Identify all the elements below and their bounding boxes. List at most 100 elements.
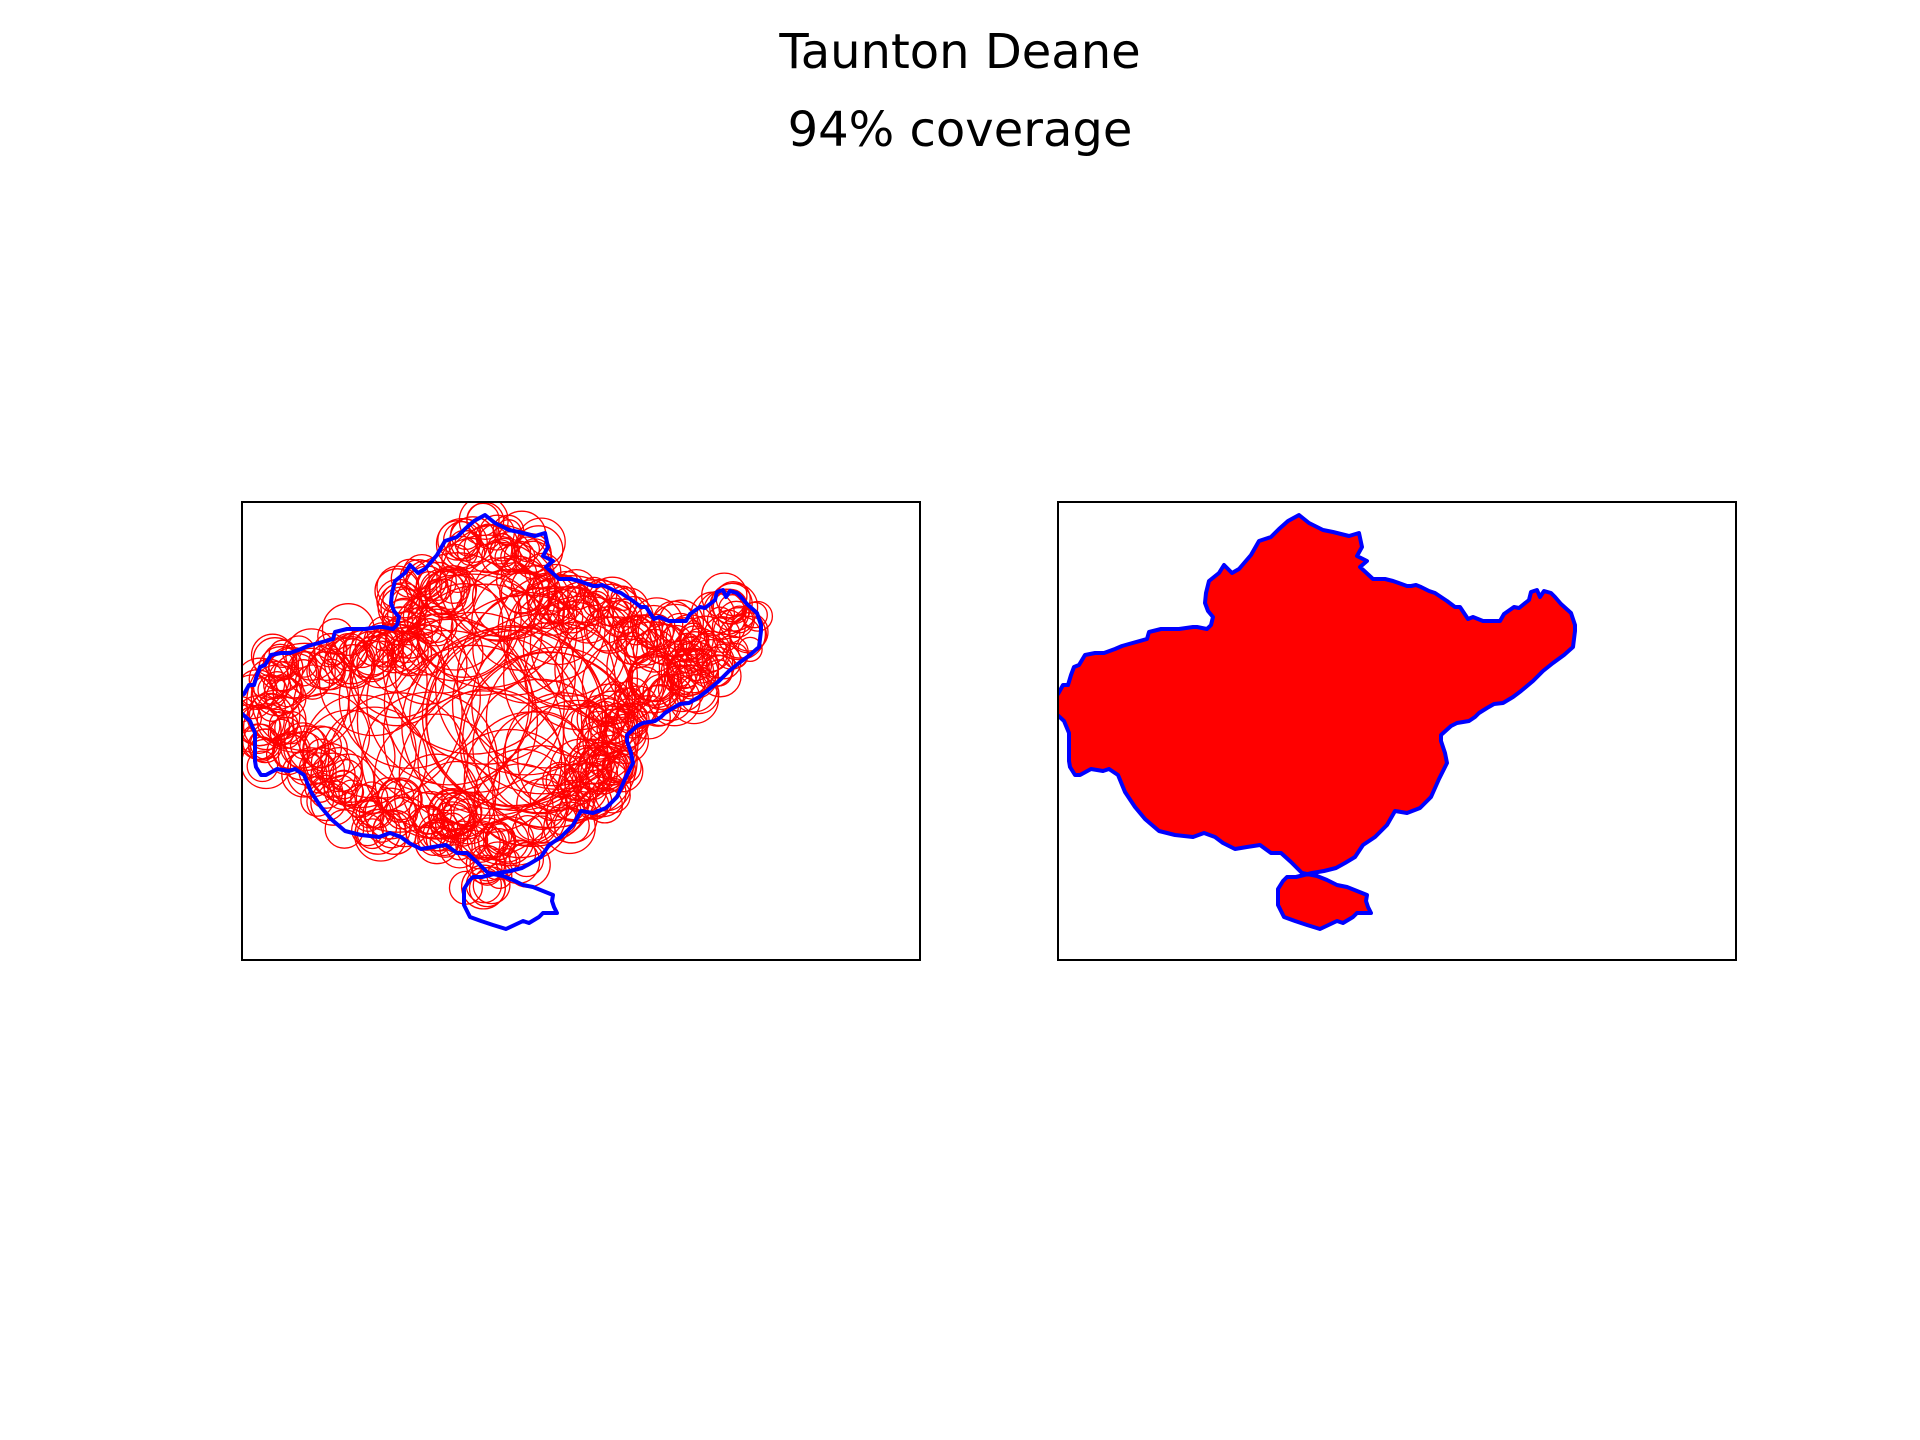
- coverage-circle: [478, 841, 518, 881]
- coverage-circle: [267, 718, 295, 746]
- coverage-circle: [408, 628, 591, 811]
- coverage-circle: [257, 674, 288, 705]
- coverage-circle: [321, 753, 375, 807]
- coverage-circle: [678, 673, 720, 715]
- coverage-circle: [546, 574, 582, 611]
- coverage-circle: [725, 605, 754, 634]
- coverage-circle: [241, 703, 263, 732]
- coverage-circle: [511, 814, 544, 847]
- coverage-circle: [492, 744, 591, 844]
- coverage-circle: [529, 579, 659, 708]
- coverage-circle: [381, 598, 426, 643]
- coverage-circle: [580, 754, 619, 792]
- coverage-circle: [728, 612, 769, 652]
- coverage-circle: [602, 680, 629, 708]
- coverage-circle: [421, 625, 604, 807]
- coverage-circle: [456, 537, 486, 567]
- coverage-circle: [307, 644, 345, 682]
- coverage-circle: [241, 704, 282, 755]
- coverage-circle: [281, 751, 328, 798]
- coverage-circle: [283, 692, 371, 780]
- coverage-circle: [356, 640, 405, 689]
- district-boundary: [1057, 513, 1577, 931]
- coverage-circle: [366, 618, 534, 786]
- coverage-circle: [513, 525, 564, 575]
- coverage-circle: [263, 675, 303, 714]
- coverage-circle: [294, 664, 331, 700]
- coverage-circle: [338, 626, 481, 769]
- coverage-circle: [709, 582, 759, 632]
- coverage-circle: [241, 695, 255, 723]
- coverage-circle: [287, 749, 324, 786]
- coverage-circle: [249, 736, 276, 762]
- coverage-circle: [522, 600, 619, 697]
- coverage-circle: [542, 761, 578, 798]
- coverage-circle: [632, 628, 677, 673]
- district-boundary: [241, 513, 763, 931]
- coverage-circle: [365, 629, 404, 668]
- coverage-circle: [289, 730, 319, 760]
- coverage-circle: [588, 583, 632, 627]
- coverage-circle: [666, 648, 715, 696]
- coverage-circle: [741, 601, 768, 629]
- coverage-circle: [679, 625, 710, 656]
- coverage-circle: [432, 792, 473, 832]
- coverage-circle: [329, 632, 369, 672]
- coverage-circle: [495, 562, 532, 598]
- coverage-circle: [366, 811, 398, 843]
- coverage-circle: [631, 604, 676, 649]
- coverage-circle: [241, 674, 275, 720]
- coverage-circle: [411, 534, 565, 689]
- coverage-circle: [620, 614, 672, 666]
- coverage-circle: [338, 779, 365, 806]
- coverage-circle: [324, 809, 365, 849]
- coverage-circle: [503, 575, 639, 710]
- filled-coverage-map-panel: [1057, 501, 1737, 961]
- coverage-circle: [419, 608, 454, 644]
- coverage-circle: [678, 647, 713, 682]
- coverage-circle: [471, 555, 557, 640]
- coverage-circle: [308, 647, 351, 691]
- coverage-circle: [398, 690, 567, 859]
- coverage-circle: [250, 633, 295, 678]
- coverage-circle: [558, 794, 586, 822]
- coverage-circle: [596, 715, 623, 742]
- coverage-circle: [351, 813, 384, 847]
- coverage-circle: [435, 517, 488, 571]
- coverage-circle: [394, 583, 577, 765]
- coverage-circle: [440, 812, 466, 839]
- coverage-circle: [316, 746, 363, 793]
- coverage-circle: [289, 659, 318, 687]
- coverage-circle: [594, 777, 631, 814]
- coverage-circle: [706, 606, 734, 634]
- coverage-circle: [317, 618, 354, 655]
- coverage-circle: [642, 673, 679, 711]
- coverage-circle: [356, 629, 539, 812]
- coverage-circle: [386, 630, 433, 677]
- panel-frame: [241, 501, 921, 961]
- coverage-circle: [472, 763, 568, 859]
- coverage-circle: [627, 654, 680, 706]
- figure-title: Taunton Deane: [779, 24, 1141, 80]
- coverage-circle: [699, 654, 742, 698]
- coverage-circle: [246, 750, 279, 783]
- coverage-circle: [547, 587, 600, 640]
- coverage-circle: [508, 842, 545, 878]
- coverage-circle: [622, 618, 650, 646]
- coverage-circle: [676, 635, 713, 672]
- coverage-circle: [265, 732, 309, 776]
- coverage-circle: [412, 804, 446, 839]
- coverage-circle: [350, 639, 393, 683]
- coverage-circle: [500, 571, 544, 615]
- coverage-circle: [477, 822, 517, 861]
- coverage-circle: [471, 621, 636, 787]
- coverage-circle: [425, 818, 465, 858]
- coverage-circle: [455, 820, 505, 870]
- coverage-circle: [451, 613, 634, 795]
- figure-subtitle: 94% coverage: [787, 102, 1133, 158]
- coverage-circle: [437, 520, 478, 561]
- panel-frame: [1057, 501, 1737, 961]
- coverage-area: [1057, 515, 1575, 929]
- coverage-circle: [587, 697, 627, 737]
- coverage-circle: [376, 565, 420, 609]
